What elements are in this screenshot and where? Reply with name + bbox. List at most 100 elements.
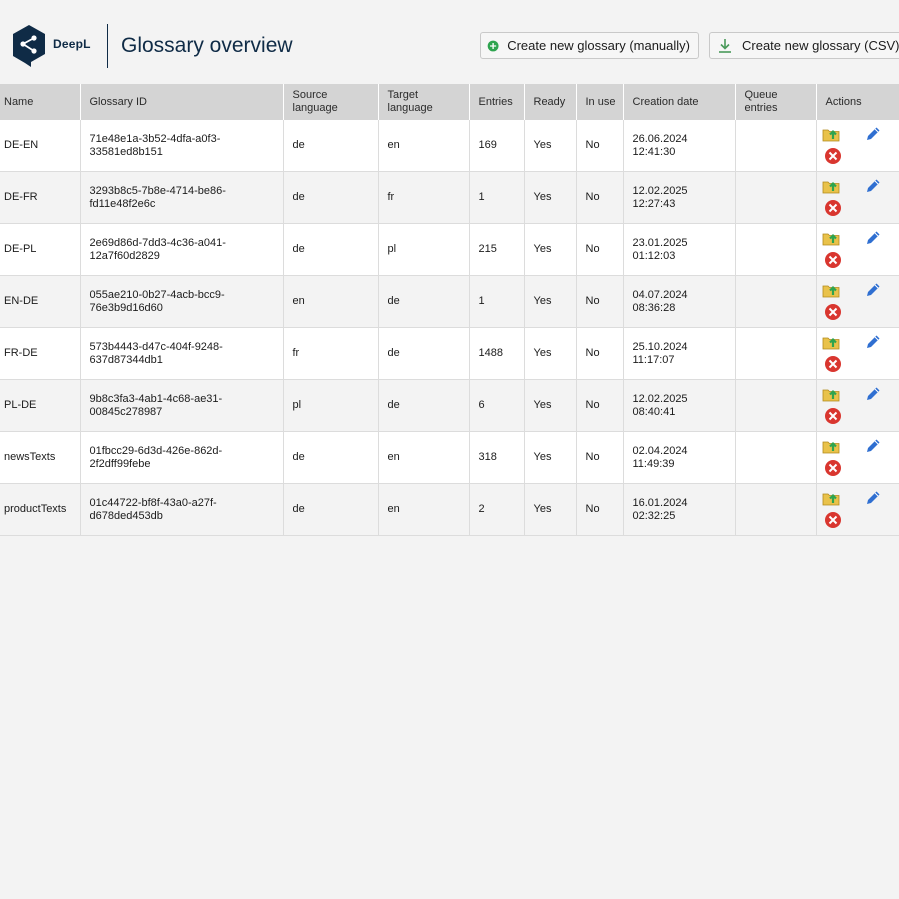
- cell-ready: Yes: [523, 431, 576, 484]
- cell-creation-date: 02.04.2024 11:49:39: [622, 431, 735, 484]
- create-glossary-manually-label: Create new glossary (manually): [507, 38, 690, 53]
- deepl-logo-icon: [13, 25, 45, 67]
- cell-in-use: No: [575, 120, 623, 172]
- cell-creation-date: 12.02.2025 12:27:43: [622, 171, 735, 224]
- header-actions: Actions: [815, 84, 899, 120]
- folder-export-icon[interactable]: [822, 437, 840, 455]
- cell-source-language: fr: [282, 327, 378, 380]
- create-glossary-manually-button[interactable]: Create new glossary (manually): [480, 32, 699, 59]
- cell-target-language: en: [377, 431, 469, 484]
- cell-in-use: No: [575, 431, 623, 484]
- header-glossary-id[interactable]: Glossary ID: [79, 84, 283, 120]
- plus-circle-icon: [487, 40, 499, 51]
- header-ready[interactable]: Ready: [523, 84, 576, 120]
- cell-queue-entries: [734, 120, 816, 172]
- creation-time-value: 11:49:39: [632, 457, 675, 470]
- delete-circle-icon[interactable]: [824, 199, 842, 217]
- delete-circle-icon[interactable]: [824, 459, 842, 477]
- cell-creation-date: 26.06.2024 12:41:30: [622, 120, 735, 172]
- creation-time-value: 12:27:43: [632, 197, 676, 210]
- cell-target-language: en: [377, 120, 469, 172]
- creation-date-value: 12.02.2025: [632, 392, 688, 405]
- cell-target-language: de: [377, 327, 469, 380]
- table-row[interactable]: PL-DE 9b8c3fa3-4ab1-4c68-ae31-00845c27898…: [0, 379, 899, 432]
- delete-circle-icon[interactable]: [824, 147, 842, 165]
- cell-queue-entries: [734, 379, 816, 432]
- cell-target-language: fr: [377, 171, 469, 224]
- table-row[interactable]: DE-PL 2e69d86d-7dd3-4c36-a041-12a7f60d282…: [0, 223, 899, 276]
- pencil-icon[interactable]: [864, 177, 882, 195]
- header-entries[interactable]: Entries: [468, 84, 524, 120]
- creation-time-value: 01:12:03: [632, 249, 676, 262]
- table-row[interactable]: DE-EN 71e48e1a-3b52-4dfa-a0f3-33581ed8b15…: [0, 120, 899, 172]
- table-row[interactable]: FR-DE 573b4443-d47c-404f-9248-637d87344db…: [0, 327, 899, 380]
- cell-creation-date: 12.02.2025 08:40:41: [622, 379, 735, 432]
- download-icon: [719, 38, 731, 53]
- cell-ready: Yes: [523, 120, 576, 172]
- cell-creation-date: 04.07.2024 08:36:28: [622, 275, 735, 328]
- cell-target-language: pl: [377, 223, 469, 276]
- cell-name: DE-EN: [0, 120, 80, 172]
- cell-in-use: No: [575, 327, 623, 380]
- delete-circle-icon[interactable]: [824, 355, 842, 373]
- folder-export-icon[interactable]: [822, 281, 840, 299]
- logo-text: DeepL: [53, 37, 91, 51]
- pencil-icon[interactable]: [864, 437, 882, 455]
- cell-glossary-id: 055ae210-0b27-4acb-bcc9-76e3b9d16d60: [79, 275, 283, 328]
- cell-queue-entries: [734, 223, 816, 276]
- folder-export-icon[interactable]: [822, 229, 840, 247]
- table-row[interactable]: EN-DE 055ae210-0b27-4acb-bcc9-76e3b9d16d6…: [0, 275, 899, 328]
- cell-entries: 318: [468, 431, 524, 484]
- cell-glossary-id: 71e48e1a-3b52-4dfa-a0f3-33581ed8b151: [79, 120, 283, 172]
- header-in-use[interactable]: In use: [575, 84, 623, 120]
- creation-date-value: 16.01.2024: [632, 496, 688, 509]
- delete-circle-icon[interactable]: [824, 251, 842, 269]
- header-name[interactable]: Name: [0, 84, 80, 120]
- folder-export-icon[interactable]: [822, 489, 840, 507]
- table-header-row: Name Glossary ID Source language Target …: [0, 84, 899, 120]
- cell-entries: 6: [468, 379, 524, 432]
- cell-glossary-id: 01fbcc29-6d3d-426e-862d-2f2dff99febe: [79, 431, 283, 484]
- creation-date-value: 02.04.2024: [632, 444, 688, 457]
- header-queue-entries[interactable]: Queue entries: [734, 84, 816, 120]
- header-target-language[interactable]: Target language: [377, 84, 469, 120]
- cell-name: DE-FR: [0, 171, 80, 224]
- delete-circle-icon[interactable]: [824, 511, 842, 529]
- folder-export-icon[interactable]: [822, 125, 840, 143]
- pencil-icon[interactable]: [864, 333, 882, 351]
- delete-circle-icon[interactable]: [824, 303, 842, 321]
- folder-export-icon[interactable]: [822, 177, 840, 195]
- cell-ready: Yes: [523, 171, 576, 224]
- header-source-language[interactable]: Source language: [282, 84, 378, 120]
- pencil-icon[interactable]: [864, 385, 882, 403]
- cell-entries: 215: [468, 223, 524, 276]
- cell-in-use: No: [575, 379, 623, 432]
- creation-date-value: 26.06.2024: [632, 132, 688, 145]
- table-row[interactable]: newsTexts 01fbcc29-6d3d-426e-862d-2f2dff9…: [0, 431, 899, 484]
- table-row[interactable]: productTexts 01c44722-bf8f-43a0-a27f-d678…: [0, 483, 899, 536]
- creation-date-value: 25.10.2024: [632, 340, 688, 353]
- pencil-icon[interactable]: [864, 125, 882, 143]
- create-glossary-csv-button[interactable]: Create new glossary (CSV): [709, 32, 899, 59]
- cell-target-language: en: [377, 483, 469, 536]
- header-creation-date[interactable]: Creation date: [622, 84, 735, 120]
- cell-source-language: de: [282, 483, 378, 536]
- folder-export-icon[interactable]: [822, 333, 840, 351]
- cell-name: DE-PL: [0, 223, 80, 276]
- row-actions: [817, 432, 899, 483]
- cell-in-use: No: [575, 223, 623, 276]
- table-row[interactable]: DE-FR 3293b8c5-7b8e-4714-be86-fd11e48f2e6…: [0, 171, 899, 224]
- folder-export-icon[interactable]: [822, 385, 840, 403]
- cell-ready: Yes: [523, 223, 576, 276]
- pencil-icon[interactable]: [864, 489, 882, 507]
- cell-entries: 1488: [468, 327, 524, 380]
- delete-circle-icon[interactable]: [824, 407, 842, 425]
- cell-ready: Yes: [523, 275, 576, 328]
- pencil-icon[interactable]: [864, 229, 882, 247]
- cell-in-use: No: [575, 275, 623, 328]
- cell-name: productTexts: [0, 483, 80, 536]
- cell-name: PL-DE: [0, 379, 80, 432]
- pencil-icon[interactable]: [864, 281, 882, 299]
- cell-entries: 1: [468, 275, 524, 328]
- cell-actions: [815, 431, 899, 484]
